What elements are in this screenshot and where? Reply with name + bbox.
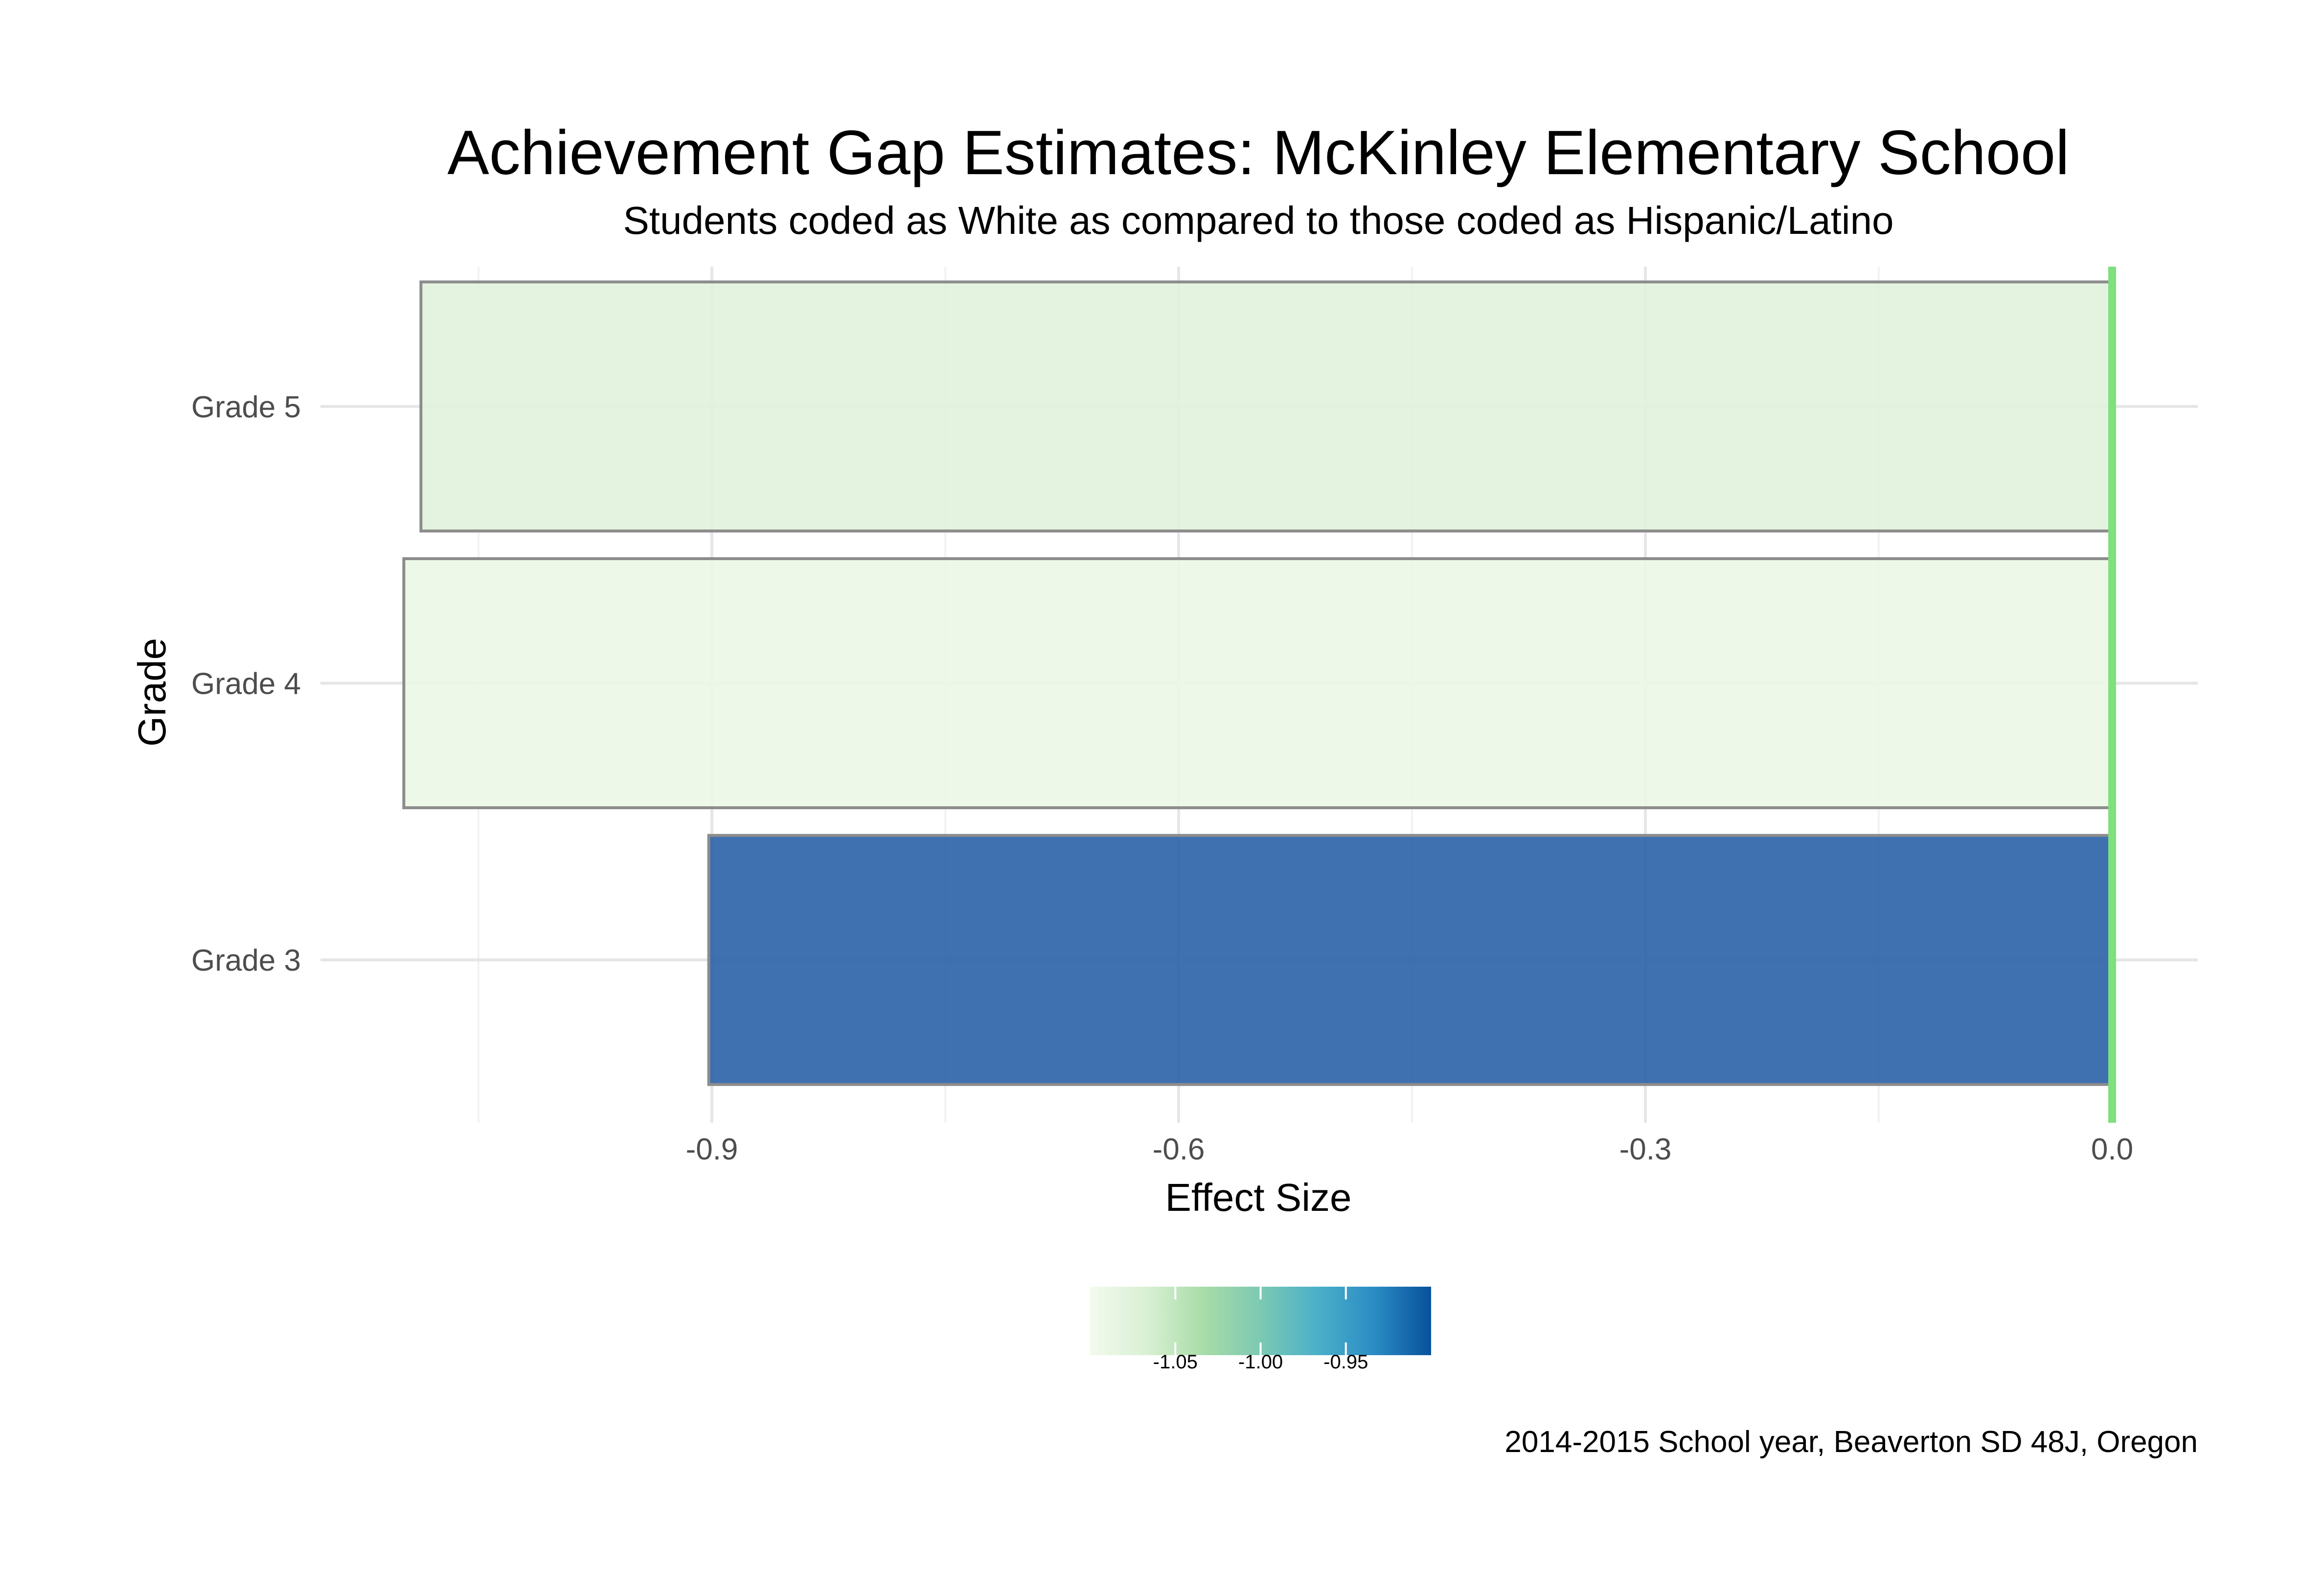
colorbar-tick-label: -1.05 xyxy=(1153,1351,1198,1373)
colorbar-tick-label: -0.95 xyxy=(1323,1351,1368,1373)
bar-grade-5 xyxy=(419,280,2114,533)
x-tick-label: 0.0 xyxy=(2091,1133,2133,1166)
chart-subtitle: Students coded as White as compared to t… xyxy=(623,199,1893,242)
x-tick-label: -0.6 xyxy=(1153,1133,1205,1166)
bar-grade-3 xyxy=(707,834,2114,1086)
colorbar-legend: -1.05 -1.00 -0.95 xyxy=(1090,1287,1431,1373)
y-tick-label: Grade 4 xyxy=(191,667,301,701)
x-tick-label: -0.9 xyxy=(686,1133,738,1166)
y-axis-title: Grade xyxy=(130,638,174,747)
y-tick-label: Grade 3 xyxy=(191,944,301,977)
y-tick-label: Grade 5 xyxy=(191,390,301,424)
x-axis-title: Effect Size xyxy=(1165,1176,1352,1219)
axis-layer: Grade 3 Grade 4 Grade 5 -0.9 -0.6 -0.3 0.0 xyxy=(191,390,2133,1166)
colorbar-ticks: -1.05 -1.00 -0.95 xyxy=(1153,1287,1368,1373)
chart-title: Achievement Gap Estimates: McKinley Elem… xyxy=(447,118,2069,188)
colorbar-tick-label: -1.00 xyxy=(1238,1351,1283,1373)
chart-caption: 2014-2015 School year, Beaverton SD 48J,… xyxy=(1504,1425,2198,1459)
bar-layer xyxy=(402,267,2116,1123)
bar-grade-4 xyxy=(402,557,2114,810)
x-tick-label: -0.3 xyxy=(1619,1133,1672,1166)
